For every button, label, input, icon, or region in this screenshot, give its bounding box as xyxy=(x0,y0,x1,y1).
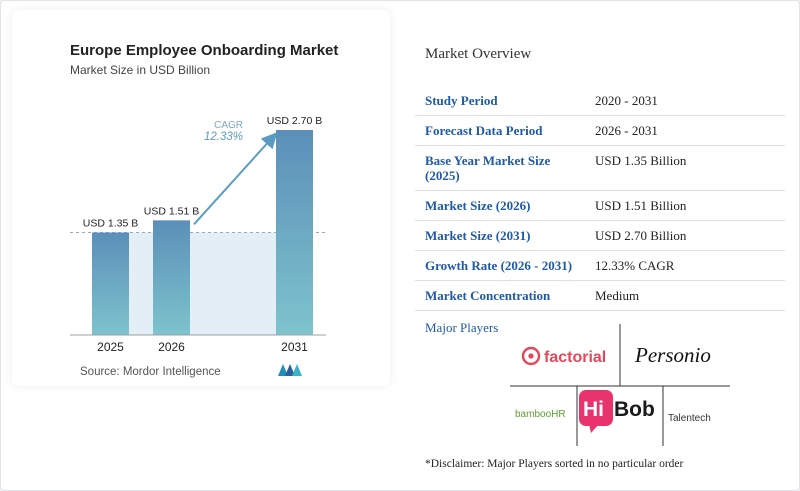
disclaimer: *Disclaimer: Major Players sorted in no … xyxy=(425,458,684,470)
major-players-title: Major Players xyxy=(425,320,499,335)
table-row: Market Concentration Medium xyxy=(415,280,785,311)
row-value: USD 1.35 Billion xyxy=(585,145,785,191)
data-label-2025: USD 1.35 B xyxy=(83,218,138,230)
row-value: Medium xyxy=(585,280,785,311)
x-tick-2025: 2025 xyxy=(97,340,124,354)
talentech-text: Talentech xyxy=(668,413,711,424)
data-label-2031: USD 2.70 B xyxy=(267,115,322,127)
row-key: Base Year Market Size (2025) xyxy=(415,145,585,191)
table-row: Base Year Market Size (2025) USD 1.35 Bi… xyxy=(415,145,785,191)
row-value: USD 1.51 Billion xyxy=(585,190,785,221)
hibob-badge-icon xyxy=(579,390,613,426)
bar-2025 xyxy=(92,232,129,335)
row-value: 12.33% CAGR xyxy=(585,250,785,281)
data-label-2026: USD 1.51 B xyxy=(144,205,199,217)
row-key: Study Period xyxy=(415,86,585,116)
bar-2026 xyxy=(153,220,190,335)
table-row: Study Period 2020 - 2031 xyxy=(415,86,785,116)
row-key: Market Size (2031) xyxy=(415,220,585,251)
market-size-chart: USD 1.35 B 2025 USD 1.51 B 2026 USD 2.70 B 20… xyxy=(70,115,326,354)
source-note: Source: Mordor Intelligence xyxy=(80,366,221,378)
table-row: Market Size (2031) USD 2.70 Billion xyxy=(415,220,785,251)
chart-title: Europe Employee Onboarding Market xyxy=(70,42,339,59)
row-key: Growth Rate (2026 - 2031) xyxy=(415,250,585,281)
cagr-value: 12.33% xyxy=(204,131,243,143)
overview-title: Market Overview xyxy=(425,46,532,62)
x-tick-2026: 2026 xyxy=(158,340,185,354)
bamboohr-text: bambooHR xyxy=(515,409,566,420)
row-key: Market Size (2026) xyxy=(415,190,585,221)
cagr-arrow xyxy=(193,132,278,226)
chart-subtitle: Market Size in USD Billion xyxy=(70,63,211,77)
cagr-label: CAGR xyxy=(214,120,243,131)
table-row: Market Size (2026) USD 1.51 Billion xyxy=(415,190,785,221)
row-key: Market Concentration xyxy=(415,280,585,311)
table-row: Forecast Data Period 2026 - 2031 xyxy=(415,115,785,146)
personio-text: Personio xyxy=(634,343,711,367)
major-players-logos: factorial Personio bambooHR Hi Bob Talen… xyxy=(510,324,730,446)
overview-table: Study Period 2020 - 2031 Forecast Data P… xyxy=(415,86,785,311)
row-value: 2026 - 2031 xyxy=(585,115,785,146)
factorial-logo: factorial xyxy=(521,346,606,366)
table-row: Growth Rate (2026 - 2031) 12.33% CAGR xyxy=(415,250,785,281)
hibob-hi-text: Hi xyxy=(583,398,604,421)
factorial-mark-icon xyxy=(521,346,541,366)
row-key: Forecast Data Period xyxy=(415,115,585,146)
bar-2031 xyxy=(276,130,313,335)
hibob-logo: Hi Bob xyxy=(579,390,655,433)
mordor-logo-icon xyxy=(278,364,302,376)
hibob-bob-text: Bob xyxy=(614,398,655,421)
row-value: USD 2.70 Billion xyxy=(585,220,785,251)
factorial-text: factorial xyxy=(544,349,606,366)
row-value: 2020 - 2031 xyxy=(585,86,785,116)
x-tick-2031: 2031 xyxy=(281,340,308,354)
